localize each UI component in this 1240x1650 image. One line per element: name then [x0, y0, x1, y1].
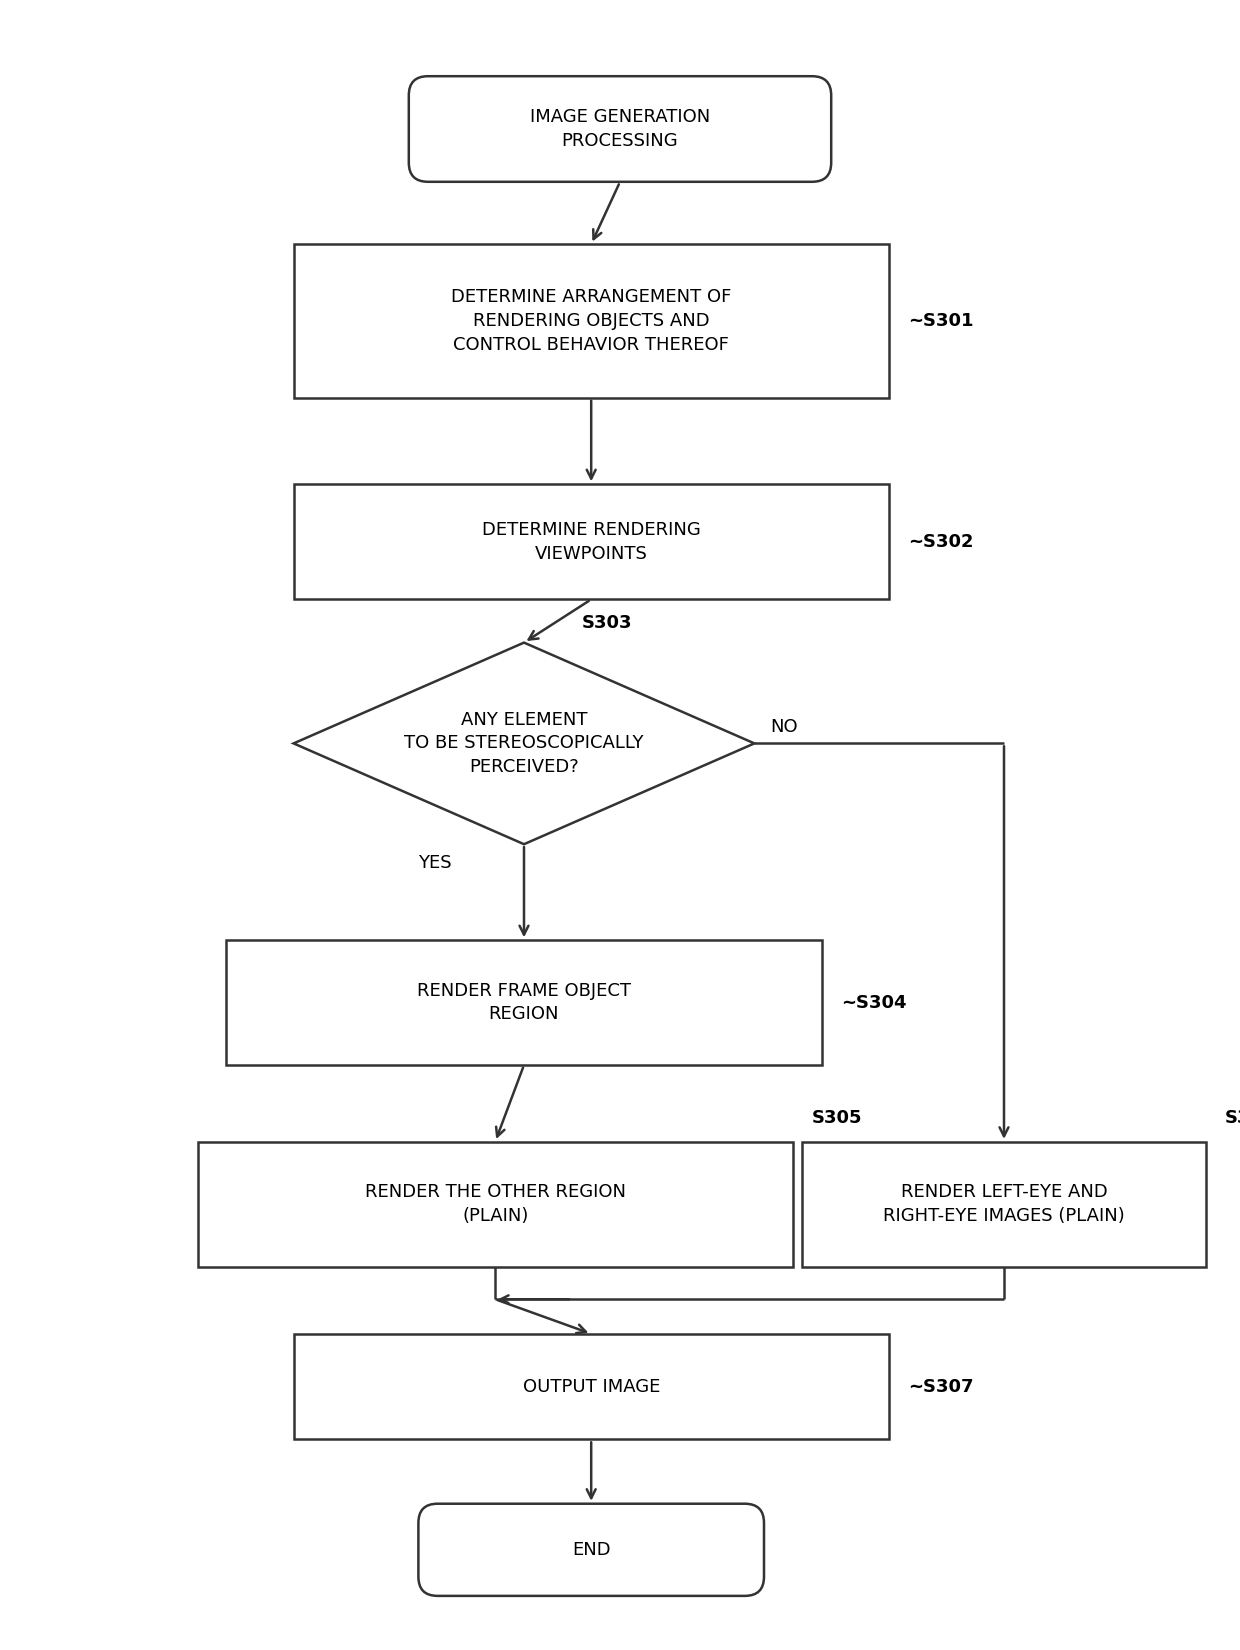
Bar — [197, 1142, 792, 1267]
Bar — [294, 244, 889, 398]
Text: RENDER LEFT-EYE AND
RIGHT-EYE IMAGES (PLAIN): RENDER LEFT-EYE AND RIGHT-EYE IMAGES (PL… — [883, 1183, 1125, 1224]
Bar — [227, 940, 822, 1064]
Bar — [294, 1333, 889, 1439]
Bar — [294, 483, 889, 599]
Text: S306: S306 — [1225, 1109, 1240, 1127]
Text: RENDER FRAME OBJECT
REGION: RENDER FRAME OBJECT REGION — [417, 982, 631, 1023]
Text: RENDER THE OTHER REGION
(PLAIN): RENDER THE OTHER REGION (PLAIN) — [365, 1183, 626, 1224]
Text: S303: S303 — [582, 614, 632, 632]
Text: S305: S305 — [812, 1109, 863, 1127]
Text: DETERMINE RENDERING
VIEWPOINTS: DETERMINE RENDERING VIEWPOINTS — [482, 521, 701, 563]
Text: ANY ELEMENT
TO BE STEREOSCOPICALLY
PERCEIVED?: ANY ELEMENT TO BE STEREOSCOPICALLY PERCE… — [404, 711, 644, 776]
FancyBboxPatch shape — [409, 76, 831, 182]
Polygon shape — [294, 642, 754, 845]
Text: ~S307: ~S307 — [908, 1378, 973, 1396]
Text: IMAGE GENERATION
PROCESSING: IMAGE GENERATION PROCESSING — [529, 109, 711, 150]
Text: ~S301: ~S301 — [908, 312, 973, 330]
Text: END: END — [572, 1541, 610, 1559]
Text: DETERMINE ARRANGEMENT OF
RENDERING OBJECTS AND
CONTROL BEHAVIOR THEREOF: DETERMINE ARRANGEMENT OF RENDERING OBJEC… — [451, 289, 732, 353]
FancyBboxPatch shape — [418, 1503, 764, 1596]
Text: ~S302: ~S302 — [908, 533, 973, 551]
Text: OUTPUT IMAGE: OUTPUT IMAGE — [522, 1378, 660, 1396]
Text: YES: YES — [418, 853, 453, 871]
Bar — [802, 1142, 1205, 1267]
Text: ~S304: ~S304 — [841, 993, 906, 1011]
Text: NO: NO — [770, 718, 797, 736]
